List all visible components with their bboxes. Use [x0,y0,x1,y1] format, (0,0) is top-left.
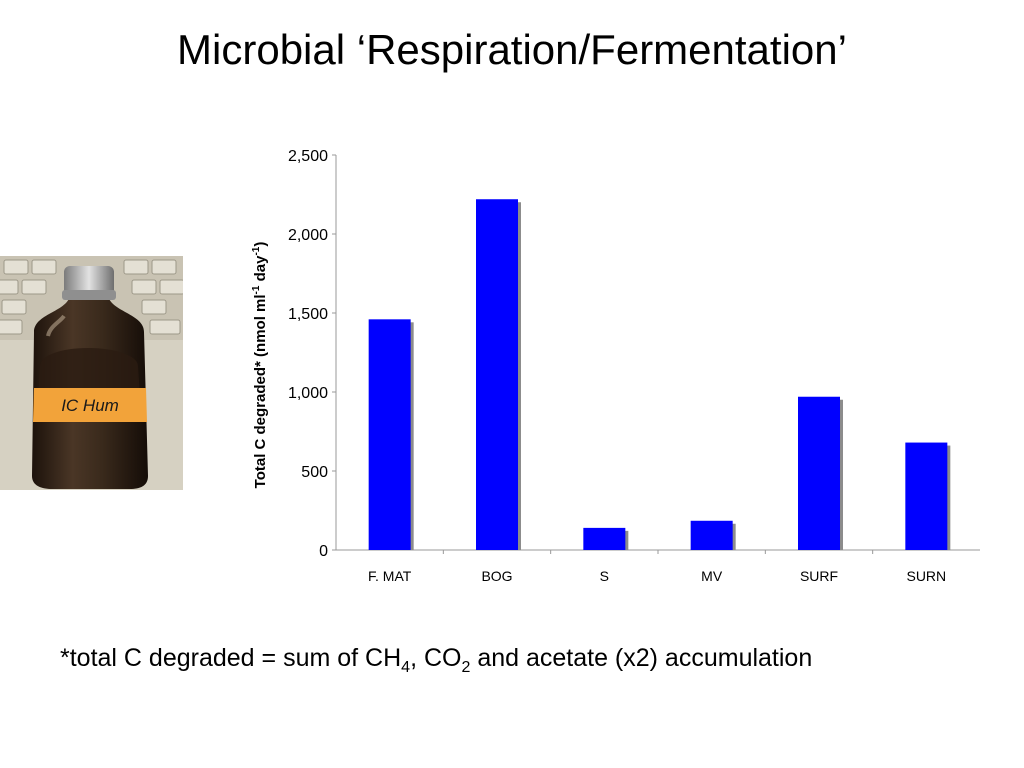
bar-f-mat [368,319,411,550]
chart-bars [368,199,951,550]
footnote: *total C degraded = sum of CH4, CO2 and … [60,644,813,676]
bar-s [583,527,626,550]
bar-surn [905,442,948,550]
chart-axes [332,154,980,554]
bar-surf [798,396,840,550]
chart-labels: 0 500 1,000 1,500 2,000 2,500 F. MAT BOG S MV SURF… [288,148,946,584]
bar-mv [690,520,733,550]
y-tick-label: 2,000 [288,227,328,244]
y-tick-label: 0 [319,543,328,560]
bottle-label-text: IC Hum [61,396,119,415]
x-tick-label: SURF [800,568,838,584]
y-tick-label: 500 [301,464,328,481]
x-tick-label: F. MAT [368,568,412,584]
bar-chart: Total C degraded* (nmol ml-1 day-1) 0 500… [251,148,980,584]
page-title: Microbial ‘Respiration/Fermentation’ [177,26,847,73]
x-tick-label: MV [701,568,723,584]
x-tick-label: SURN [906,568,946,584]
y-tick-label: 2,500 [288,148,328,165]
bar-bog [476,199,518,550]
y-tick-label: 1,500 [288,306,328,323]
y-axis-label: Total C degraded* (nmol ml-1 day-1) [251,242,269,489]
y-tick-label: 1,000 [288,385,328,402]
sample-bottle-photo: IC Hum [0,256,183,490]
x-tick-label: S [600,568,609,584]
x-tick-label: BOG [481,568,512,584]
